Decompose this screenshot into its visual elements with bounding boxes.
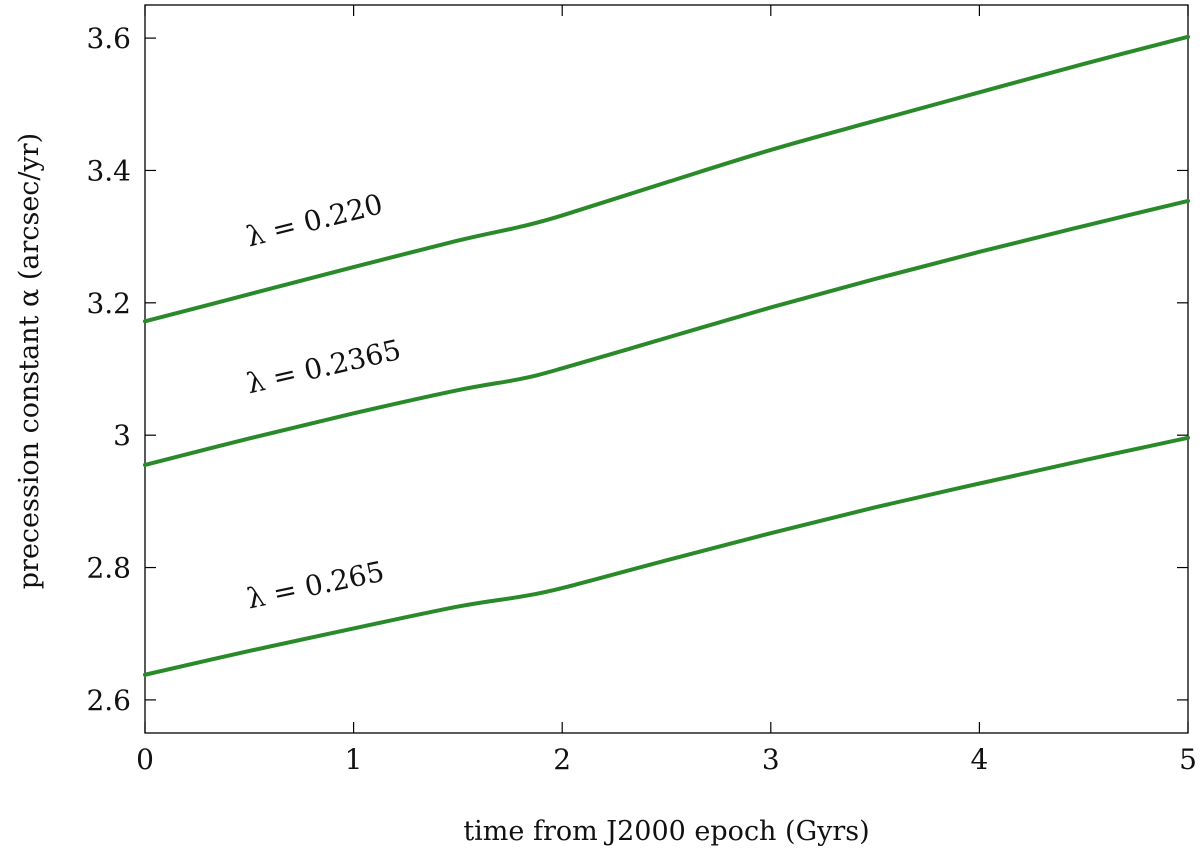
series-line-2 <box>143 198 1190 467</box>
y-tick-label: 2.6 <box>86 684 131 717</box>
curve-label-3: λ = 0.265 <box>244 555 387 616</box>
y-tick-label: 3.2 <box>86 287 131 320</box>
x-tick-label: 2 <box>553 743 571 776</box>
curve-label-1: λ = 0.220 <box>243 187 386 253</box>
curve-label-2: λ = 0.2365 <box>243 333 403 400</box>
x-tick-label: 0 <box>136 743 154 776</box>
x-tick-label: 3 <box>762 743 780 776</box>
x-tick-label: 5 <box>1179 743 1197 776</box>
y-tick-label: 3.4 <box>86 154 131 187</box>
series-line-3 <box>143 435 1190 677</box>
plot-area-frame <box>144 4 1189 734</box>
x-axis-label: time from J2000 epoch (Gyrs) <box>463 816 869 847</box>
series-line-1 <box>143 34 1190 324</box>
y-tick-label: 3.6 <box>86 22 131 55</box>
y-axis-label: precession constant α (arcsec/yr) <box>14 133 45 589</box>
y-tick-label: 2.8 <box>86 552 131 585</box>
x-tick-label: 1 <box>345 743 363 776</box>
y-tick-label: 3 <box>113 419 131 452</box>
x-tick-label: 4 <box>970 743 988 776</box>
